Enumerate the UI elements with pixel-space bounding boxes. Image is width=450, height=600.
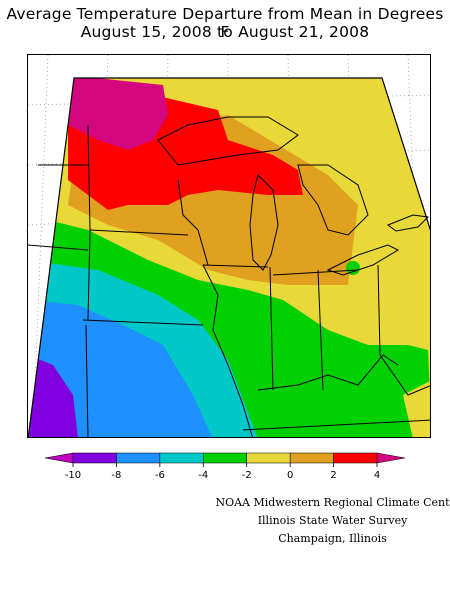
band-minus4-to-minus2 [28,215,430,437]
credit-line-1: NOAA Midwestern Regional Climate Cent [215,496,450,509]
band-minus10-to-minus8 [28,355,78,437]
map-title: Average Temperature Departure from Mean … [6,5,444,41]
band-minus8-to-minus6 [28,300,213,437]
band-gt-4 [68,78,168,150]
state-borders [28,124,430,437]
legend-bin [289,452,334,464]
legend-bin [159,452,204,464]
legend-tick-label: -8 [111,470,121,481]
map-date-range: August 15, 2008 to August 21, 2008 [80,23,370,41]
lake-michigan [249,174,279,271]
color-bands [28,78,430,437]
band-spot-erie [346,261,360,275]
band-spot-southeast [403,380,430,437]
map-frame [27,54,431,438]
lake-huron [297,164,369,236]
legend-tick-label: -4 [198,470,208,481]
legend-bin-arrow-low [44,452,74,464]
legend-bin [116,452,161,464]
domain-border [28,77,430,437]
lake-erie [326,244,400,276]
legend-bin [72,452,117,464]
legend-tick-label: -6 [155,470,165,481]
legend-tick-label: -2 [242,470,252,481]
legend-bin [246,452,291,464]
legend-bar: -10 -8 -6 -4 -2 0 2 4 [44,452,406,481]
legend-tick-label: 4 [374,470,380,481]
legend-tick-label: -10 [65,470,81,481]
legend-tick-label: 2 [330,470,336,481]
credit-line-2: Illinois State Water Survey [257,514,408,527]
legend-bin-arrow-high [376,452,406,464]
credit-line-3: Champaign, Illinois [278,532,387,545]
legend-tick-label: 0 [287,470,293,481]
lake-ontario [386,214,430,232]
color-legend: -10 -8 -6 -4 -2 0 2 4 [40,450,410,494]
temperature-departure-map [28,55,430,437]
lake-superior [157,116,299,166]
legend-bin [333,452,378,464]
legend-bin [203,452,247,464]
great-lakes [157,116,430,276]
